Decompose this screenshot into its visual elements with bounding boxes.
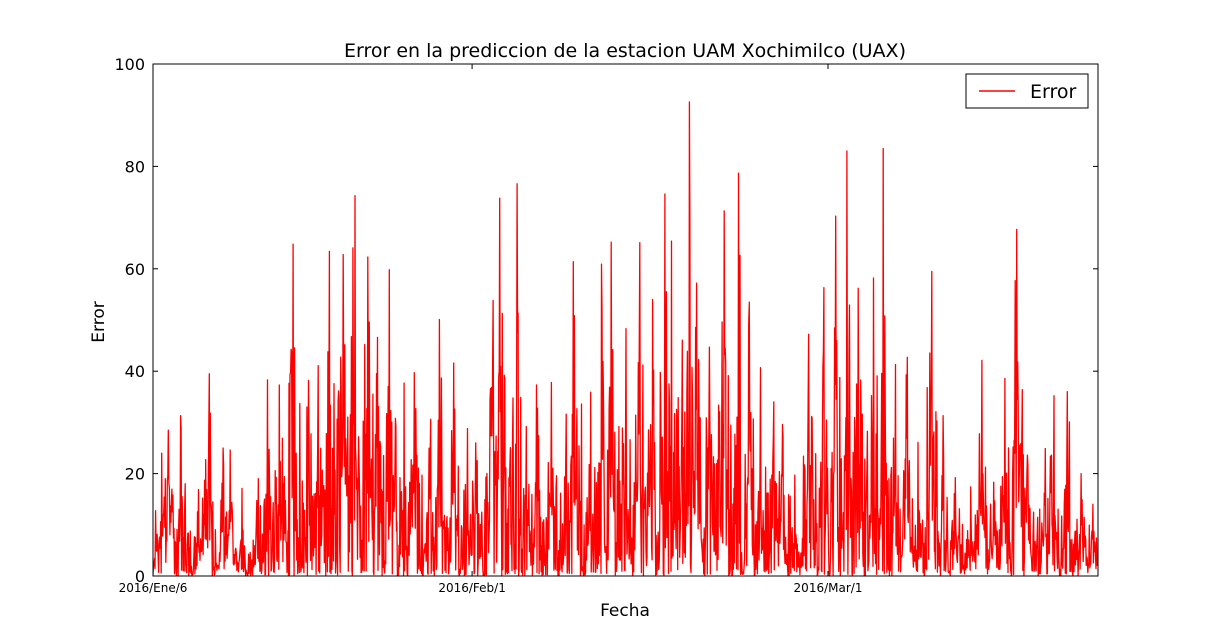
chart-title: Error en la prediccion de la estacion UA… [344, 40, 906, 62]
x-tick-label: 2016/Mar/1 [794, 581, 863, 595]
y-axis-label: Error [89, 301, 109, 342]
y-tick-label: 20 [125, 465, 145, 484]
legend: Error [965, 73, 1089, 109]
plot-area [153, 101, 1098, 576]
y-tick-label: 100 [114, 55, 145, 74]
y-tick-label: 40 [125, 362, 145, 381]
x-tick-label: 2016/Ene/6 [119, 581, 188, 595]
plot-frame [152, 63, 1099, 577]
y-axis-ticks: 0 20 40 60 80 100 [114, 55, 1098, 586]
legend-label: Error [1030, 81, 1077, 103]
y-tick-label: 0 [135, 567, 145, 586]
y-tick-label: 60 [125, 260, 145, 279]
x-axis-label: Fecha [600, 601, 650, 621]
y-tick-label: 80 [125, 157, 145, 176]
x-tick-label: 2016/Feb/1 [438, 581, 506, 595]
series-line-error [153, 101, 1098, 576]
